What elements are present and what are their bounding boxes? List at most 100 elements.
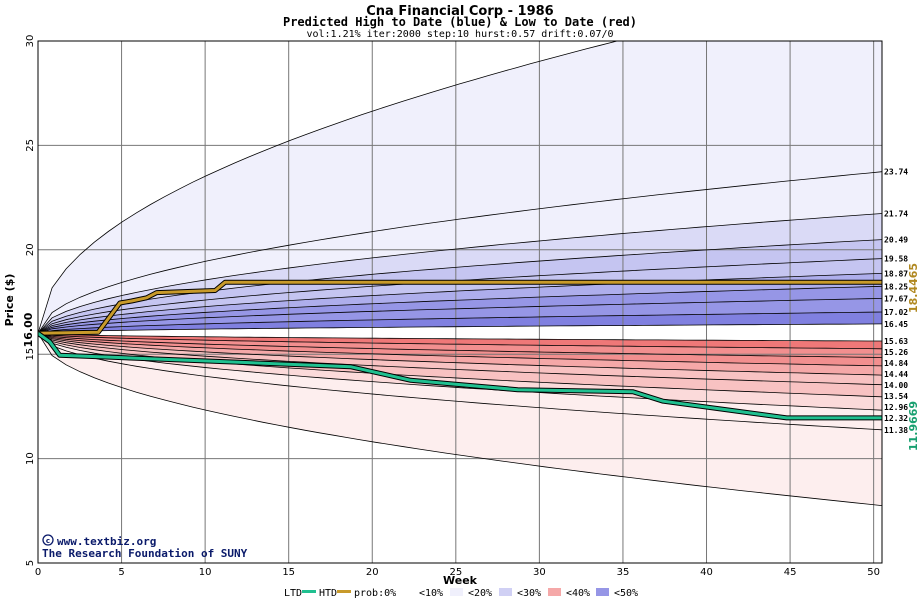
legend-label-40: <40% — [566, 588, 590, 599]
legend-label-30: <30% — [517, 588, 541, 599]
level-label: 17.02 — [884, 308, 908, 317]
x-tick-label: 0 — [35, 567, 41, 578]
y-tick-label: 20 — [25, 243, 36, 256]
level-label: 14.84 — [884, 359, 908, 368]
x-tick-labels: 0 5 10 15 20 25 30 35 40 45 50 — [35, 567, 880, 578]
contour-line — [38, 171, 882, 334]
probability-band — [38, 312, 882, 334]
contour-line — [38, 332, 882, 376]
contour-line — [38, 333, 882, 506]
level-label: 15.63 — [884, 337, 908, 346]
probability-band — [38, 258, 882, 334]
probability-band — [38, 286, 882, 334]
plot-border — [37, 40, 883, 564]
contour-line — [38, 273, 882, 334]
legend-swatch-htd — [337, 590, 351, 593]
legend-swatch-10 — [450, 588, 463, 596]
x-axis-label: Week — [443, 574, 478, 587]
contour-line — [38, 333, 882, 431]
level-label: 14.00 — [884, 381, 908, 390]
contour-line — [38, 41, 619, 334]
probability-bands — [38, 41, 882, 563]
legend-swatch-0 — [396, 588, 409, 596]
series-lines — [38, 279, 882, 421]
copyright-icon — [42, 534, 54, 546]
probability-band — [38, 333, 882, 358]
probability-band — [38, 333, 882, 366]
level-label: 18.25 — [884, 282, 908, 291]
x-tick-label: 30 — [533, 567, 546, 578]
probability-band — [38, 323, 882, 341]
legend: LTD HTD prob:0% <10% <20% <30% <40% <50% — [284, 588, 638, 599]
contour-line — [38, 332, 882, 386]
legend-label-prob: prob:0% — [354, 588, 396, 599]
chart-info: vol:1.21% iter:2000 step:10 hurst:0.57 d… — [306, 29, 613, 40]
start-price-label: 16.00 — [22, 312, 35, 347]
x-tick-label: 20 — [366, 567, 379, 578]
low-end-label: 11.9669 — [907, 401, 920, 451]
x-tick-label: 10 — [199, 567, 212, 578]
legend-label-ltd: LTD — [284, 588, 302, 599]
level-label: 21.74 — [884, 209, 908, 218]
contour-line — [38, 298, 882, 334]
high-end-label: 18.4465 — [907, 263, 920, 313]
contour-line — [38, 311, 882, 334]
legend-label-20: <20% — [468, 588, 492, 599]
level-labels: 23.74 21.74 20.49 19.58 18.87 18.25 17.67 17.02… — [884, 168, 908, 435]
series-line-htd — [38, 280, 882, 335]
probability-band — [38, 333, 882, 397]
probability-band — [38, 333, 882, 376]
level-label: 23.74 — [884, 168, 908, 177]
legend-label-htd: HTD — [319, 588, 337, 599]
level-label: 14.44 — [884, 370, 908, 379]
probability-band — [38, 333, 882, 430]
level-label: 18.87 — [884, 269, 908, 278]
legend-label-10: <10% — [419, 588, 443, 599]
legend-label-50: <50% — [614, 588, 638, 599]
y-tick-label: 15 — [25, 348, 36, 361]
contour-line — [38, 332, 882, 367]
contour-line — [38, 323, 882, 334]
legend-swatch-ltd — [302, 590, 316, 593]
credit-site: www.textbiz.org — [57, 535, 156, 548]
chart-title: Cna Financial Corp - 1986 — [366, 4, 553, 19]
level-label: 16.45 — [884, 320, 908, 329]
contour-line — [38, 332, 882, 358]
contour-lines — [38, 41, 882, 506]
y-tick-label: 30 — [25, 35, 36, 48]
contour-line — [38, 332, 882, 411]
x-tick-label: 40 — [700, 567, 713, 578]
y-tick-label: 5 — [25, 560, 36, 566]
probability-band — [38, 41, 882, 334]
level-label: 19.58 — [884, 255, 908, 264]
level-label: 15.26 — [884, 348, 908, 357]
probability-band — [38, 333, 882, 349]
y-axis-label: Price ($) — [3, 274, 16, 327]
x-tick-label: 15 — [282, 567, 295, 578]
legend-swatch-30 — [548, 588, 561, 596]
contour-line — [38, 213, 882, 334]
level-label: 13.54 — [884, 392, 908, 401]
contour-line — [38, 239, 882, 334]
copyright-icon-letter: c — [46, 537, 50, 545]
x-tick-label: 25 — [449, 567, 462, 578]
probability-band — [38, 333, 882, 411]
x-tick-label: 45 — [784, 567, 797, 578]
probability-band — [38, 171, 882, 334]
y-tick-label: 25 — [25, 139, 36, 152]
level-label: 11.38 — [884, 426, 908, 435]
x-tick-label: 5 — [118, 567, 124, 578]
legend-swatch-40 — [596, 588, 609, 596]
level-label: 20.49 — [884, 236, 908, 245]
probability-band — [38, 273, 882, 334]
series-line-ltd — [38, 332, 882, 420]
probability-band — [38, 213, 882, 334]
contour-line — [38, 332, 882, 350]
credit-org: The Research Foundation of SUNY — [42, 547, 248, 560]
contour-line — [38, 285, 882, 334]
y-tick-label: 10 — [25, 452, 36, 465]
chart-subtitle: Predicted High to Date (blue) & Low to D… — [283, 15, 637, 29]
level-label: 12.96 — [884, 403, 908, 412]
probability-band — [38, 333, 882, 506]
